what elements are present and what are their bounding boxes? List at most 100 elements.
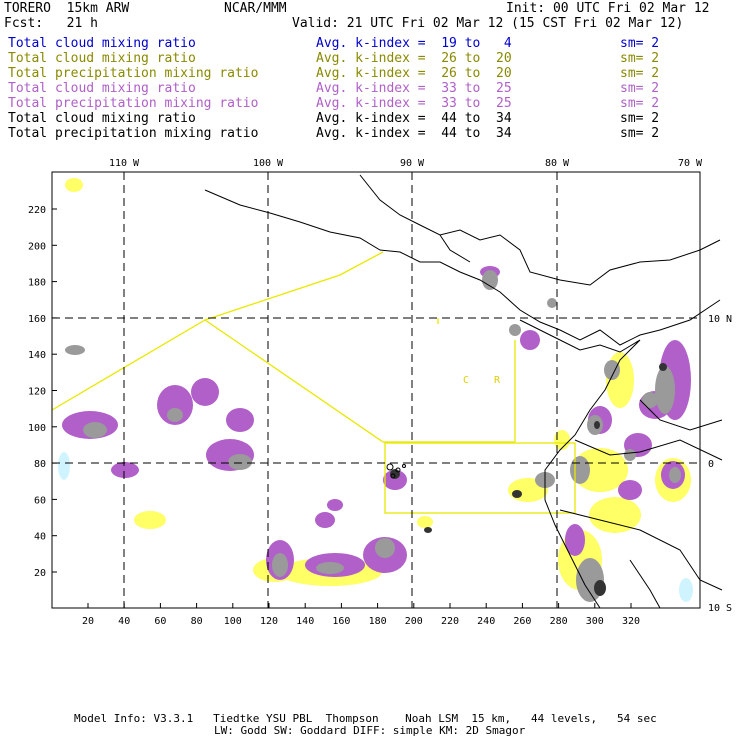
precip-patch	[565, 524, 585, 556]
cloud-core	[65, 345, 85, 355]
cloud-core	[509, 324, 521, 336]
x-tick-label: 120	[260, 616, 278, 627]
cloud-core	[655, 366, 675, 414]
cloud-core	[167, 408, 183, 422]
x-tick-label: 100	[224, 616, 242, 627]
legend-kindex: Avg. k-index = 33 to 25	[316, 81, 512, 96]
longitude-label: 70 W	[678, 158, 703, 169]
border-line	[629, 559, 661, 609]
dense-core	[594, 580, 606, 596]
legend-smoothing: sm= 2	[620, 36, 660, 51]
y-tick-label: 220	[28, 205, 46, 216]
galapagos-island	[395, 467, 401, 473]
galapagos-island	[386, 463, 394, 471]
precip-patch	[111, 462, 139, 478]
dense-core	[659, 363, 667, 371]
legend-kindex: Avg. k-index = 26 to 20	[316, 51, 512, 66]
precip-patch	[315, 512, 335, 528]
y-tick-label: 60	[34, 495, 46, 506]
legend-kindex: Avg. k-index = 44 to 34	[316, 126, 512, 141]
cloud-patch	[134, 511, 166, 529]
legend-smoothing: sm= 2	[620, 51, 660, 66]
x-tick-label: 60	[154, 616, 166, 627]
x-tick-label: 160	[332, 616, 350, 627]
y-tick-label: 100	[28, 423, 46, 434]
cloud-core	[375, 538, 395, 558]
cloud-patch	[554, 430, 570, 450]
coastline-southamerica	[544, 339, 641, 609]
lat-lon-grid	[52, 172, 700, 608]
legend-field: Total cloud mixing ratio	[8, 81, 196, 96]
x-tick-label: 240	[477, 616, 495, 627]
model-title: TORERO 15km ARW	[4, 1, 130, 16]
x-tick-label: 40	[118, 616, 130, 627]
galapagos-island	[390, 473, 396, 479]
dense-core	[512, 490, 522, 498]
border-line	[559, 509, 723, 591]
x-tick-label: 200	[405, 616, 423, 627]
precip-patch	[618, 480, 642, 500]
y-tick-label: 40	[34, 532, 46, 543]
y-tick-label: 160	[28, 314, 46, 325]
x-tick-label: 20	[82, 616, 94, 627]
cloud-core	[272, 553, 288, 577]
cloud-core	[624, 449, 636, 461]
x-tick-label: 300	[586, 616, 604, 627]
cloud-patch	[417, 516, 433, 528]
precip-patch	[226, 408, 254, 432]
galapagos-island	[402, 464, 406, 468]
legend-smoothing: sm= 2	[620, 96, 660, 111]
cloud-core	[642, 392, 658, 408]
cloud-core	[669, 467, 681, 483]
border-line	[639, 399, 723, 431]
coastline-mexico	[204, 189, 721, 346]
legend-field: Total precipitation mixing ratio	[8, 126, 259, 141]
legend-smoothing: sm= 2	[620, 66, 660, 81]
cloud-core	[570, 456, 590, 484]
legend-smoothing: sm= 2	[620, 111, 660, 126]
boundary-box	[384, 442, 576, 514]
x-tick-label: 280	[550, 616, 568, 627]
legend-smoothing: sm= 2	[620, 126, 660, 141]
region-label-r: R	[494, 375, 501, 386]
region-boundaries	[51, 251, 576, 514]
coastline-panama	[519, 319, 641, 353]
legend-kindex: Avg. k-index = 33 to 25	[316, 96, 512, 111]
y-tick-label: 80	[34, 459, 46, 470]
cyan-patch	[679, 578, 693, 602]
x-tick-label: 260	[513, 616, 531, 627]
legend-kindex: Avg. k-index = 44 to 34	[316, 111, 512, 126]
y-tick-label: 180	[28, 278, 46, 289]
cloud-core	[604, 360, 620, 380]
precip-patch	[157, 385, 193, 425]
coastlines	[204, 174, 723, 609]
coastline-yucatan	[359, 174, 721, 286]
legend-field: Total precipitation mixing ratio	[8, 96, 259, 111]
precip-patch	[327, 499, 343, 511]
dense-core	[594, 421, 600, 429]
longitude-label: 90 W	[400, 158, 425, 169]
longitude-label: 110 W	[109, 158, 140, 169]
boundary-line	[51, 319, 515, 443]
organization: NCAR/MMM	[224, 1, 287, 16]
longitude-label: 80 W	[545, 158, 570, 169]
y-tick-label: 200	[28, 241, 46, 252]
latitude-label: 0	[708, 459, 714, 470]
cloud-patch	[65, 178, 83, 192]
cloud-core	[83, 422, 107, 438]
border-line	[439, 234, 471, 263]
legend-field: Total cloud mixing ratio	[8, 36, 196, 51]
axis-ticks: 20 40 60 80 100 120 140 160 180 200 220 240 260 280 30…	[28, 158, 732, 627]
cloud-core	[228, 454, 252, 470]
y-tick-label: 20	[34, 568, 46, 579]
latitude-label: 10 N	[708, 314, 732, 325]
valid-time: Valid: 21 UTC Fri 02 Mar 12 (15 CST Fri …	[292, 16, 684, 31]
cloud-patch	[589, 497, 641, 533]
model-info: Model Info: V3.3.1 Tiedtke YSU PBL Thomp…	[74, 712, 657, 725]
x-tick-label: 180	[369, 616, 387, 627]
x-tick-label: 140	[296, 616, 314, 627]
legend-field: Total cloud mixing ratio	[8, 51, 196, 66]
legend-field: Total cloud mixing ratio	[8, 111, 196, 126]
latitude-label: 10 S	[708, 603, 732, 614]
